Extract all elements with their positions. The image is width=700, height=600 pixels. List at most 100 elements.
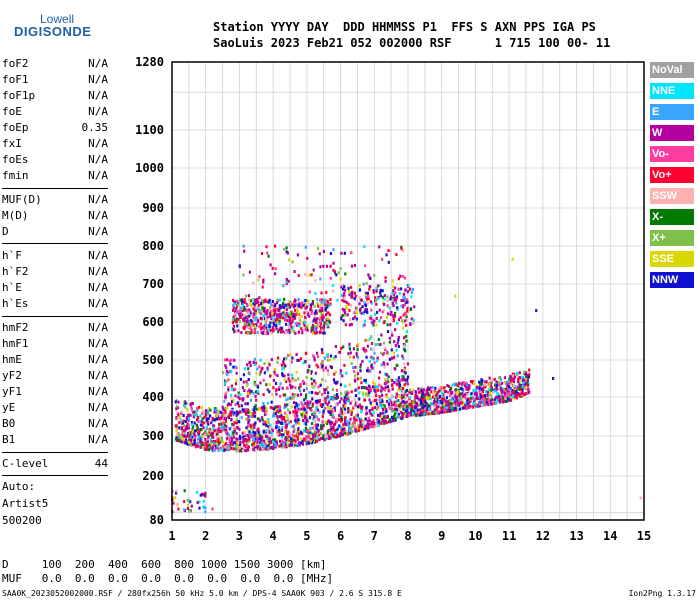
echo-point — [384, 276, 387, 280]
echo-point — [319, 316, 322, 320]
echo-point — [316, 355, 320, 359]
echo-point — [364, 380, 368, 384]
echo-point — [393, 380, 396, 384]
echo-point — [494, 397, 497, 401]
echo-point — [282, 311, 285, 315]
echo-point — [404, 403, 407, 407]
echo-point — [406, 404, 409, 408]
echo-point — [297, 418, 300, 422]
echo-point — [427, 403, 430, 407]
echo-point — [263, 446, 266, 450]
echo-point — [290, 329, 293, 333]
echo-point — [394, 417, 397, 421]
echo-point — [356, 377, 360, 381]
echo-point — [269, 425, 272, 429]
echo-point — [365, 426, 368, 430]
echo-point — [286, 313, 289, 317]
echo-point — [458, 393, 461, 397]
echo-point — [279, 382, 282, 386]
echo-point — [379, 290, 382, 294]
echo-point — [281, 373, 284, 377]
echo-point — [237, 329, 240, 333]
echo-point — [503, 399, 506, 403]
echo-point — [286, 416, 289, 420]
echo-point — [449, 393, 452, 397]
echo-point — [262, 432, 265, 436]
echo-point — [262, 393, 265, 397]
echo-point — [290, 379, 294, 383]
echo-point — [428, 404, 431, 408]
echo-point — [260, 416, 264, 420]
echo-point — [405, 379, 408, 383]
echo-point — [401, 319, 404, 323]
echo-point — [298, 324, 301, 328]
echo-point — [230, 434, 234, 438]
echo-point — [409, 388, 412, 392]
echo-point — [177, 433, 181, 437]
echo-point — [243, 433, 246, 437]
echo-point — [265, 325, 268, 329]
echo-point — [280, 326, 283, 330]
echo-point — [227, 386, 230, 390]
param-row-fof2: foF2 N/A — [2, 56, 108, 72]
echo-point — [404, 319, 407, 323]
echo-point — [314, 391, 317, 395]
echo-point — [293, 270, 296, 274]
param-row-m-d-: M(D) N/A — [2, 208, 108, 224]
echo-point — [278, 385, 281, 389]
echo-point — [347, 352, 350, 356]
echo-point — [306, 324, 309, 328]
echo-point — [239, 410, 242, 414]
param-row-d: D N/A — [2, 224, 108, 240]
echo-point — [370, 403, 373, 407]
echo-point — [249, 311, 252, 315]
echo-point — [371, 366, 374, 370]
echo-point — [261, 366, 264, 370]
echo-point — [437, 386, 440, 390]
echo-point — [392, 285, 395, 289]
echo-point — [448, 401, 451, 405]
echo-point — [308, 273, 311, 277]
echo-point — [407, 413, 411, 417]
echo-point — [428, 393, 431, 397]
echo-point — [285, 398, 288, 402]
echo-point — [322, 399, 325, 403]
y-tick-label: 1100 — [135, 123, 164, 137]
echo-point — [340, 429, 343, 433]
echo-point — [285, 250, 288, 254]
echo-point — [364, 304, 368, 308]
echo-point — [305, 309, 308, 313]
echo-point — [436, 401, 440, 405]
param-value: N/A — [88, 169, 108, 182]
echo-point — [327, 325, 330, 329]
echo-point — [241, 298, 244, 302]
echo-point — [389, 249, 392, 253]
echo-point — [235, 414, 238, 418]
echo-point — [391, 378, 394, 382]
echo-point — [406, 408, 409, 412]
echo-point — [270, 427, 274, 431]
echo-point — [200, 428, 203, 432]
echo-point — [495, 384, 498, 388]
echo-point — [321, 365, 324, 369]
echo-point — [405, 412, 409, 416]
echo-point — [326, 299, 329, 303]
x-tick-label: 4 — [270, 529, 277, 543]
echo-point — [312, 319, 315, 323]
echo-point — [503, 391, 506, 395]
echo-point — [311, 433, 315, 437]
echo-point — [202, 426, 205, 430]
echo-point — [345, 395, 348, 399]
echo-point — [348, 409, 352, 413]
echo-point — [362, 424, 366, 428]
echo-point — [226, 390, 229, 394]
echo-point — [369, 401, 372, 405]
echo-point — [504, 394, 507, 398]
echo-point — [390, 330, 393, 334]
echo-point — [331, 426, 334, 430]
echo-point — [373, 273, 376, 277]
echo-point — [212, 426, 215, 430]
echo-point — [243, 367, 246, 371]
echo-point — [385, 421, 388, 425]
echo-point — [345, 371, 348, 375]
